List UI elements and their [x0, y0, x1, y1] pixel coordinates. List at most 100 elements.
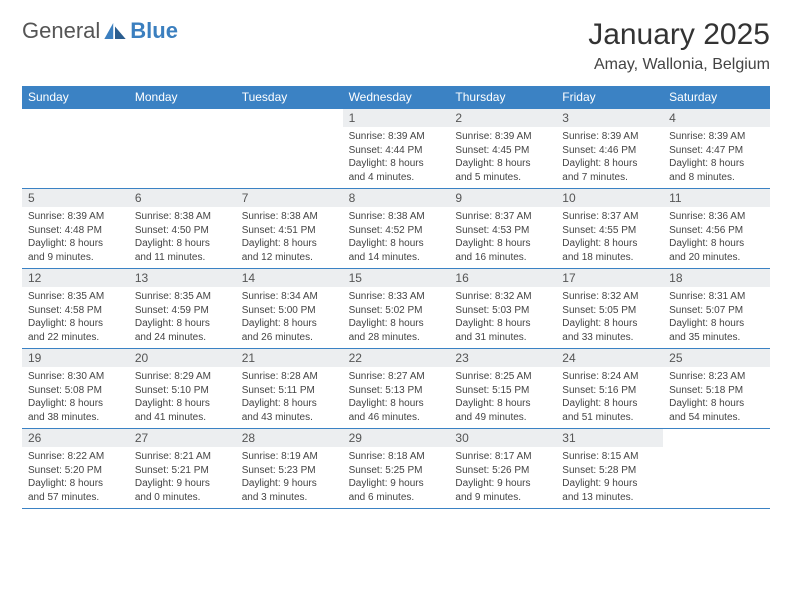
day-number: 27	[129, 429, 236, 447]
day-info: Sunrise: 8:28 AMSunset: 5:11 PMDaylight:…	[236, 367, 343, 428]
day-header-cell: Monday	[129, 86, 236, 108]
day-number: 24	[556, 349, 663, 367]
day-info: Sunrise: 8:22 AMSunset: 5:20 PMDaylight:…	[22, 447, 129, 508]
day-number: 3	[556, 109, 663, 127]
day-cell: 22Sunrise: 8:27 AMSunset: 5:13 PMDayligh…	[343, 349, 450, 428]
day-info: Sunrise: 8:24 AMSunset: 5:16 PMDaylight:…	[556, 367, 663, 428]
day-number: 25	[663, 349, 770, 367]
day-number: 12	[22, 269, 129, 287]
week-row: 26Sunrise: 8:22 AMSunset: 5:20 PMDayligh…	[22, 428, 770, 508]
day-number: 21	[236, 349, 343, 367]
month-title: January 2025	[588, 18, 770, 52]
day-header-cell: Thursday	[449, 86, 556, 108]
day-number: 22	[343, 349, 450, 367]
day-number: 7	[236, 189, 343, 207]
logo-word2: Blue	[130, 18, 178, 44]
day-cell: 29Sunrise: 8:18 AMSunset: 5:25 PMDayligh…	[343, 429, 450, 508]
week-row: 5Sunrise: 8:39 AMSunset: 4:48 PMDaylight…	[22, 188, 770, 268]
day-cell: 31Sunrise: 8:15 AMSunset: 5:28 PMDayligh…	[556, 429, 663, 508]
day-number: 20	[129, 349, 236, 367]
logo-sail-icon	[104, 23, 126, 39]
day-info: Sunrise: 8:38 AMSunset: 4:52 PMDaylight:…	[343, 207, 450, 268]
logo: General Blue	[22, 18, 178, 44]
day-number: 14	[236, 269, 343, 287]
day-info: Sunrise: 8:17 AMSunset: 5:26 PMDaylight:…	[449, 447, 556, 508]
logo-word1: General	[22, 18, 100, 44]
day-cell: 18Sunrise: 8:31 AMSunset: 5:07 PMDayligh…	[663, 269, 770, 348]
weeks-grid: 1Sunrise: 8:39 AMSunset: 4:44 PMDaylight…	[22, 108, 770, 509]
day-number: 18	[663, 269, 770, 287]
day-number: 28	[236, 429, 343, 447]
day-info: Sunrise: 8:38 AMSunset: 4:50 PMDaylight:…	[129, 207, 236, 268]
day-header-cell: Tuesday	[236, 86, 343, 108]
day-info: Sunrise: 8:18 AMSunset: 5:25 PMDaylight:…	[343, 447, 450, 508]
day-info: Sunrise: 8:31 AMSunset: 5:07 PMDaylight:…	[663, 287, 770, 348]
day-header-cell: Friday	[556, 86, 663, 108]
day-info: Sunrise: 8:32 AMSunset: 5:05 PMDaylight:…	[556, 287, 663, 348]
day-header-cell: Sunday	[22, 86, 129, 108]
day-cell: 3Sunrise: 8:39 AMSunset: 4:46 PMDaylight…	[556, 109, 663, 188]
day-cell: 13Sunrise: 8:35 AMSunset: 4:59 PMDayligh…	[129, 269, 236, 348]
day-cell: 15Sunrise: 8:33 AMSunset: 5:02 PMDayligh…	[343, 269, 450, 348]
day-info: Sunrise: 8:34 AMSunset: 5:00 PMDaylight:…	[236, 287, 343, 348]
day-cell: 2Sunrise: 8:39 AMSunset: 4:45 PMDaylight…	[449, 109, 556, 188]
day-cell: 8Sunrise: 8:38 AMSunset: 4:52 PMDaylight…	[343, 189, 450, 268]
day-cell: 17Sunrise: 8:32 AMSunset: 5:05 PMDayligh…	[556, 269, 663, 348]
day-number: 1	[343, 109, 450, 127]
day-cell: 10Sunrise: 8:37 AMSunset: 4:55 PMDayligh…	[556, 189, 663, 268]
day-number: 19	[22, 349, 129, 367]
week-row: 12Sunrise: 8:35 AMSunset: 4:58 PMDayligh…	[22, 268, 770, 348]
day-header-cell: Wednesday	[343, 86, 450, 108]
location: Amay, Wallonia, Belgium	[588, 56, 770, 74]
day-cell: 6Sunrise: 8:38 AMSunset: 4:50 PMDaylight…	[129, 189, 236, 268]
day-info: Sunrise: 8:38 AMSunset: 4:51 PMDaylight:…	[236, 207, 343, 268]
day-cell: 28Sunrise: 8:19 AMSunset: 5:23 PMDayligh…	[236, 429, 343, 508]
day-info: Sunrise: 8:37 AMSunset: 4:55 PMDaylight:…	[556, 207, 663, 268]
week-row: 19Sunrise: 8:30 AMSunset: 5:08 PMDayligh…	[22, 348, 770, 428]
day-cell: 7Sunrise: 8:38 AMSunset: 4:51 PMDaylight…	[236, 189, 343, 268]
day-number: 29	[343, 429, 450, 447]
day-cell: 14Sunrise: 8:34 AMSunset: 5:00 PMDayligh…	[236, 269, 343, 348]
day-cell: 24Sunrise: 8:24 AMSunset: 5:16 PMDayligh…	[556, 349, 663, 428]
day-number: 31	[556, 429, 663, 447]
day-number: 4	[663, 109, 770, 127]
day-cell: 21Sunrise: 8:28 AMSunset: 5:11 PMDayligh…	[236, 349, 343, 428]
day-cell: 25Sunrise: 8:23 AMSunset: 5:18 PMDayligh…	[663, 349, 770, 428]
day-cell	[22, 109, 129, 188]
day-info: Sunrise: 8:39 AMSunset: 4:46 PMDaylight:…	[556, 127, 663, 188]
day-info: Sunrise: 8:27 AMSunset: 5:13 PMDaylight:…	[343, 367, 450, 428]
day-cell	[236, 109, 343, 188]
day-info: Sunrise: 8:39 AMSunset: 4:45 PMDaylight:…	[449, 127, 556, 188]
day-number: 11	[663, 189, 770, 207]
day-info: Sunrise: 8:33 AMSunset: 5:02 PMDaylight:…	[343, 287, 450, 348]
day-info: Sunrise: 8:36 AMSunset: 4:56 PMDaylight:…	[663, 207, 770, 268]
day-number: 17	[556, 269, 663, 287]
day-number: 26	[22, 429, 129, 447]
day-cell	[129, 109, 236, 188]
day-number: 16	[449, 269, 556, 287]
day-header-row: SundayMondayTuesdayWednesdayThursdayFrid…	[22, 86, 770, 108]
day-info: Sunrise: 8:23 AMSunset: 5:18 PMDaylight:…	[663, 367, 770, 428]
day-info: Sunrise: 8:25 AMSunset: 5:15 PMDaylight:…	[449, 367, 556, 428]
day-number: 6	[129, 189, 236, 207]
day-number: 23	[449, 349, 556, 367]
day-cell: 5Sunrise: 8:39 AMSunset: 4:48 PMDaylight…	[22, 189, 129, 268]
day-cell: 26Sunrise: 8:22 AMSunset: 5:20 PMDayligh…	[22, 429, 129, 508]
day-number: 13	[129, 269, 236, 287]
day-cell: 20Sunrise: 8:29 AMSunset: 5:10 PMDayligh…	[129, 349, 236, 428]
day-number: 2	[449, 109, 556, 127]
day-number: 5	[22, 189, 129, 207]
day-info: Sunrise: 8:39 AMSunset: 4:47 PMDaylight:…	[663, 127, 770, 188]
day-cell: 9Sunrise: 8:37 AMSunset: 4:53 PMDaylight…	[449, 189, 556, 268]
day-number: 9	[449, 189, 556, 207]
day-info: Sunrise: 8:30 AMSunset: 5:08 PMDaylight:…	[22, 367, 129, 428]
day-info: Sunrise: 8:35 AMSunset: 4:59 PMDaylight:…	[129, 287, 236, 348]
day-info: Sunrise: 8:39 AMSunset: 4:44 PMDaylight:…	[343, 127, 450, 188]
day-number: 10	[556, 189, 663, 207]
day-info: Sunrise: 8:32 AMSunset: 5:03 PMDaylight:…	[449, 287, 556, 348]
day-info: Sunrise: 8:35 AMSunset: 4:58 PMDaylight:…	[22, 287, 129, 348]
day-cell: 4Sunrise: 8:39 AMSunset: 4:47 PMDaylight…	[663, 109, 770, 188]
day-cell: 30Sunrise: 8:17 AMSunset: 5:26 PMDayligh…	[449, 429, 556, 508]
day-info: Sunrise: 8:39 AMSunset: 4:48 PMDaylight:…	[22, 207, 129, 268]
week-row: 1Sunrise: 8:39 AMSunset: 4:44 PMDaylight…	[22, 108, 770, 188]
